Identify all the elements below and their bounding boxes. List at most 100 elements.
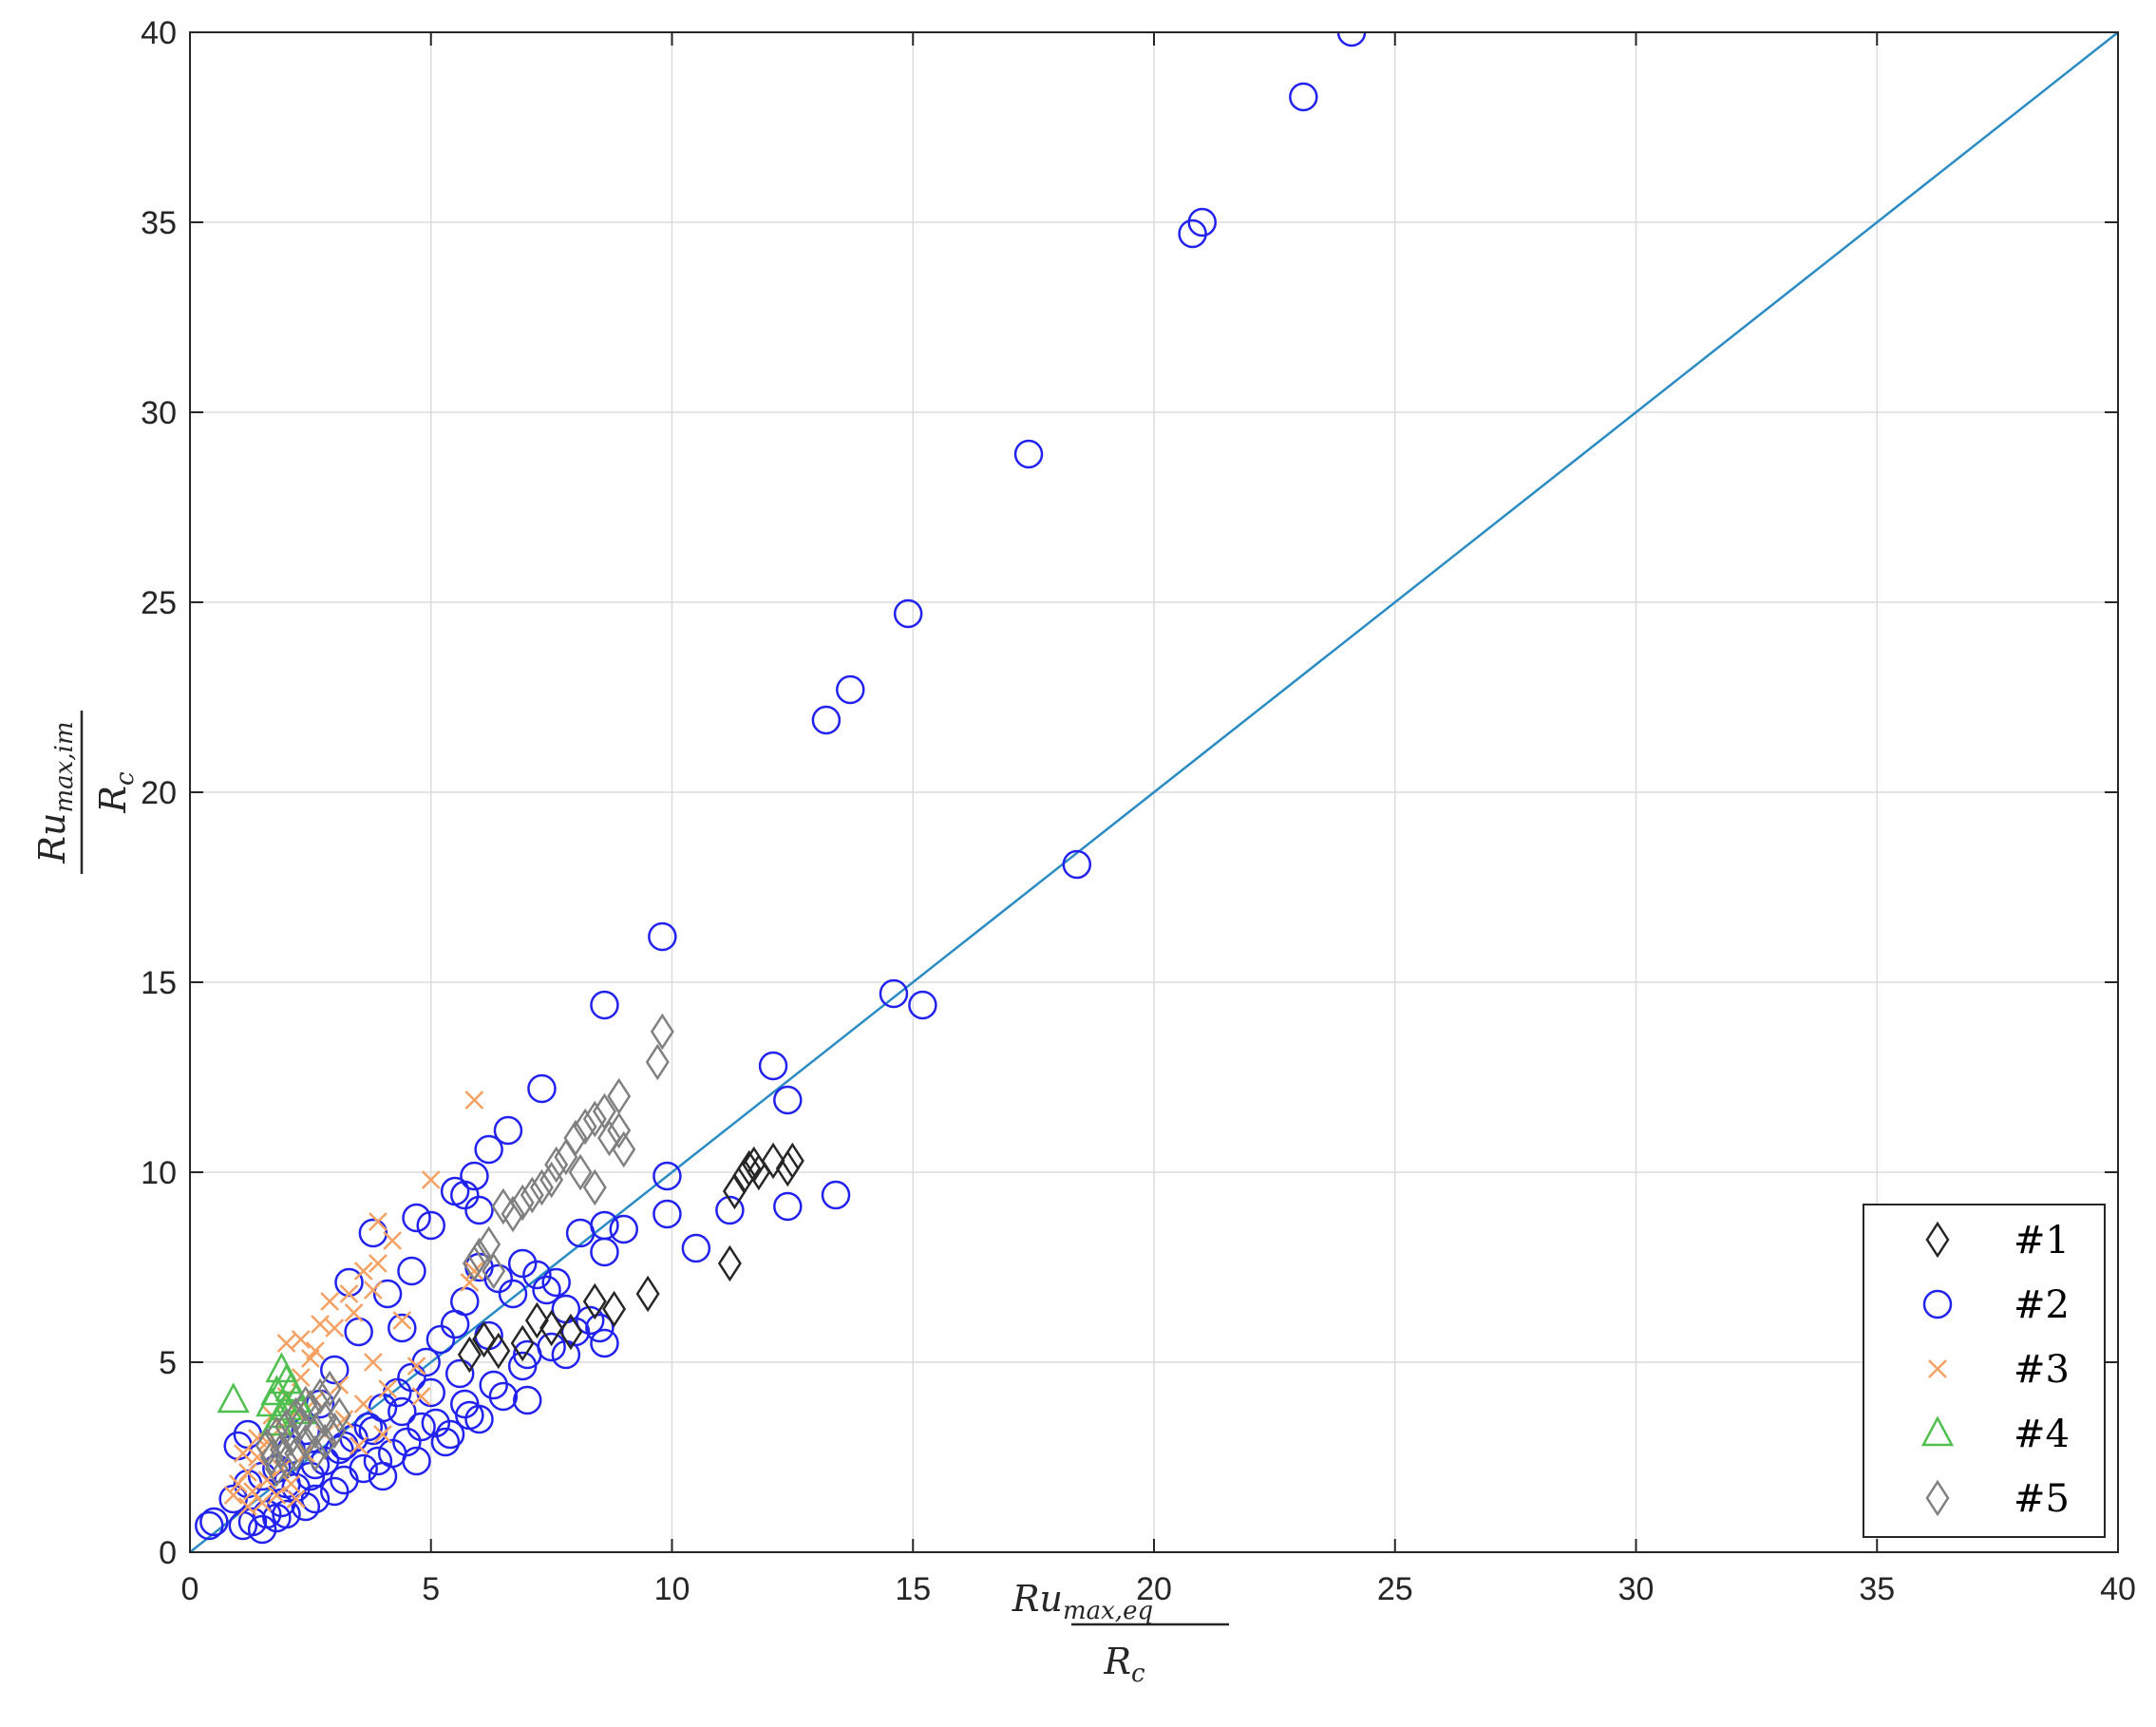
x-axis-label: Rumax,eq Rc — [1012, 1578, 1229, 1688]
data-point — [1013, 439, 1044, 469]
data-point — [349, 1453, 378, 1484]
data-point — [773, 1085, 803, 1115]
data-point — [327, 1396, 351, 1434]
x-label-sub: max,eq — [1063, 1597, 1153, 1625]
data-point — [821, 1180, 851, 1210]
data-point — [498, 1279, 528, 1309]
legend-item-1: #1 — [1925, 1219, 2070, 1262]
y-tick-label: 30 — [141, 395, 177, 431]
legend-item-4: #4 — [1920, 1413, 2070, 1456]
data-point — [378, 1379, 397, 1398]
data-point — [491, 1187, 516, 1225]
data-point — [602, 1290, 627, 1328]
data-point — [320, 1292, 340, 1311]
data-point — [303, 1434, 328, 1472]
data-point — [363, 1446, 393, 1476]
series-1 — [457, 1142, 804, 1374]
data-point — [457, 1336, 482, 1374]
data-point — [493, 1115, 523, 1146]
data-point — [286, 1490, 306, 1509]
data-point — [565, 1218, 596, 1248]
x-tick-label: 10 — [654, 1571, 690, 1607]
data-point — [780, 1142, 804, 1180]
data-point — [650, 1013, 674, 1051]
data-point — [262, 1453, 292, 1484]
data-point — [411, 1387, 431, 1406]
data-point — [421, 1170, 441, 1189]
data-point — [267, 1486, 287, 1505]
data-point — [510, 1324, 535, 1362]
data-point — [836, 674, 865, 705]
data-point — [568, 1153, 593, 1191]
data-point — [1187, 207, 1217, 237]
legend-items: #1 #2 #3 #4 #5 — [1920, 1219, 2070, 1521]
data-point — [264, 1450, 289, 1488]
data-point — [300, 1450, 331, 1480]
data-point — [879, 978, 909, 1009]
x-label-den-sub: c — [1131, 1660, 1145, 1688]
data-point — [464, 1404, 494, 1434]
data-point — [407, 1357, 426, 1376]
y-tick-label: 20 — [141, 775, 177, 811]
data-point — [464, 1091, 484, 1110]
data-point — [397, 1256, 426, 1286]
legend-label-1: #1 — [2014, 1219, 2070, 1262]
x-label-denominator: R — [1103, 1641, 1131, 1682]
data-point — [464, 1262, 484, 1281]
data-point — [363, 1281, 383, 1300]
data-point — [369, 1254, 388, 1273]
data-point — [195, 1510, 224, 1541]
data-point — [488, 1381, 519, 1412]
y-tick-label: 15 — [141, 965, 177, 1001]
legend-marker-2 — [1922, 1289, 1953, 1319]
axis-ticks — [189, 31, 2119, 1553]
data-point — [363, 1353, 383, 1372]
legend-item-3: #3 — [1928, 1348, 2070, 1392]
reference-line — [190, 32, 2118, 1552]
data-point — [513, 1385, 542, 1415]
data-point — [257, 1471, 277, 1490]
x-tick-label: 40 — [2100, 1571, 2136, 1607]
data-point — [353, 1395, 373, 1414]
data-point — [1178, 218, 1207, 249]
data-point — [527, 1073, 557, 1104]
legend-box — [1863, 1204, 2106, 1538]
data-point — [421, 1408, 451, 1438]
data-point — [325, 1319, 345, 1338]
svg-text:Rc: Rc — [1103, 1641, 1145, 1688]
data-point — [238, 1497, 257, 1516]
data-point — [334, 1267, 364, 1298]
data-point — [255, 1427, 279, 1465]
data-point — [648, 921, 677, 952]
x-tick-label: 5 — [422, 1571, 440, 1607]
data-point — [462, 1244, 486, 1282]
data-point — [908, 990, 937, 1020]
data-point — [715, 1195, 745, 1225]
y-label-sub: max,im — [50, 721, 79, 812]
data-point — [199, 1507, 229, 1537]
data-point — [392, 1311, 412, 1330]
data-point — [482, 1252, 506, 1290]
data-point — [732, 1157, 757, 1195]
data-point — [228, 1474, 248, 1493]
y-label-den-sub: c — [111, 771, 140, 786]
data-point — [464, 1195, 494, 1225]
data-point — [339, 1284, 359, 1303]
data-point — [416, 1210, 445, 1241]
data-point — [253, 1493, 273, 1512]
legend-label-2: #2 — [2014, 1283, 2070, 1327]
legend-label-5: #5 — [2014, 1477, 2070, 1521]
data-point — [681, 1233, 711, 1263]
x-tick-label: 35 — [1859, 1571, 1895, 1607]
data-point — [320, 1476, 350, 1507]
x-tick-label: 30 — [1618, 1571, 1655, 1607]
data-point — [1289, 82, 1318, 112]
data-point — [303, 1412, 328, 1450]
data-point — [522, 1260, 552, 1290]
x-label-main: Ru — [1012, 1578, 1063, 1620]
data-point — [369, 1212, 388, 1231]
data-point — [761, 1142, 785, 1180]
data-point — [479, 1370, 508, 1400]
data-point — [737, 1149, 762, 1187]
